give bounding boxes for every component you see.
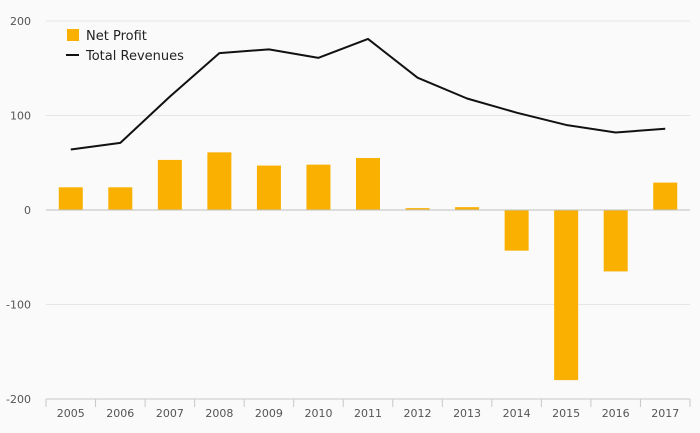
bar-net-profit-2007 [157,159,182,210]
bar-net-profit-2010 [306,164,331,210]
y-tick-label: 100 [10,110,31,123]
x-axis: 2005 2006 2007 2008 2009 2010 2011 2012 2013 2014… [45,398,691,420]
bar-net-profit-2011 [356,158,380,210]
x-tick-label: 2013 [453,407,481,420]
y-tick-label: 0 [24,204,31,217]
x-tick-label: 2006 [106,407,134,420]
bar-net-profit-2015 [554,210,579,381]
x-tick-label: 2005 [57,407,85,420]
bar-net-profit-2016 [603,210,628,272]
x-tick-label: 2016 [602,407,630,420]
y-tick-label: 200 [10,15,31,28]
y-axis: -200 -100 0 100 200 [6,15,31,406]
x-tick-label: 2017 [651,407,679,420]
x-tick-label: 2010 [304,407,332,420]
bar-net-profit-2014 [504,210,529,251]
legend-label-net-profit: Net Profit [86,29,147,44]
bar-net-profit-2013 [455,207,480,210]
x-tick-label: 2012 [404,407,432,420]
bar-net-profit-2008 [207,152,232,210]
bar-net-profit-2005 [58,187,83,210]
bar-net-profit-2017 [653,182,678,210]
x-tick-label: 2007 [156,407,184,420]
legend-label-total-revenues: Total Revenues [85,49,184,64]
legend: Net Profit Total Revenues [66,29,184,64]
bar-net-profit-2012 [405,208,430,210]
y-tick-label: -200 [6,393,31,406]
total-revenues-line-group [70,37,666,151]
bar-net-profit-2009 [256,165,281,210]
x-tick-label: 2008 [205,407,233,420]
net-profit-bars [58,152,678,381]
bar-net-profit-2006 [108,187,133,210]
x-tick-label: 2015 [552,407,580,420]
x-tick-label: 2014 [503,407,531,420]
x-tick-label: 2011 [354,407,382,420]
x-tick-label: 2009 [255,407,283,420]
y-tick-label: -100 [6,299,31,312]
legend-swatch-net-profit [67,29,79,41]
